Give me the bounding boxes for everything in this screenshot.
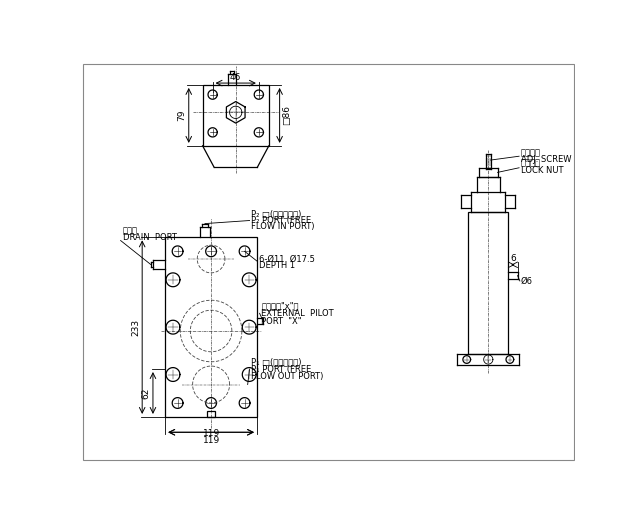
- Text: 外部引導"x"口: 外部引導"x"口: [261, 301, 299, 310]
- Text: 119: 119: [203, 429, 220, 439]
- Text: 233: 233: [131, 319, 140, 336]
- Text: FLOW IN PORT): FLOW IN PORT): [251, 222, 315, 231]
- Text: 固定螺帽: 固定螺帽: [520, 159, 540, 168]
- Text: LOCK NUT: LOCK NUT: [520, 166, 563, 174]
- Text: 119: 119: [203, 436, 220, 445]
- Text: Ø6: Ø6: [520, 277, 533, 286]
- Text: P₂ □(自由流入口): P₂ □(自由流入口): [251, 210, 301, 219]
- Text: 79: 79: [178, 110, 187, 121]
- Text: ADJ. SCREW: ADJ. SCREW: [520, 155, 571, 164]
- Text: 6-Ø11  Ø17.5: 6-Ø11 Ø17.5: [259, 254, 315, 264]
- Text: □86: □86: [282, 105, 291, 126]
- Text: 46: 46: [230, 73, 242, 81]
- Bar: [203, 85, 269, 146]
- Bar: [207, 412, 215, 417]
- Text: 調節螺絲: 調節螺絲: [520, 148, 540, 157]
- Text: P₂ PORT (FREE: P₂ PORT (FREE: [251, 216, 312, 225]
- Text: FLOW OUT PORT): FLOW OUT PORT): [251, 372, 324, 381]
- Bar: [469, 212, 508, 354]
- Text: DRAIN  PORT: DRAIN PORT: [123, 233, 177, 242]
- Text: P₁ □(自由流出口): P₁ □(自由流出口): [251, 357, 302, 366]
- Text: PORT  "X": PORT "X": [261, 317, 302, 325]
- Bar: [165, 238, 257, 417]
- Text: P₁ PORT (FREE: P₁ PORT (FREE: [251, 365, 312, 374]
- Text: 62: 62: [142, 387, 151, 399]
- Text: EXTERNAL  PILOT: EXTERNAL PILOT: [261, 309, 334, 318]
- Text: DEPTH 1: DEPTH 1: [259, 262, 295, 270]
- Text: 洩流口: 洩流口: [123, 227, 138, 236]
- Text: 6: 6: [510, 254, 516, 263]
